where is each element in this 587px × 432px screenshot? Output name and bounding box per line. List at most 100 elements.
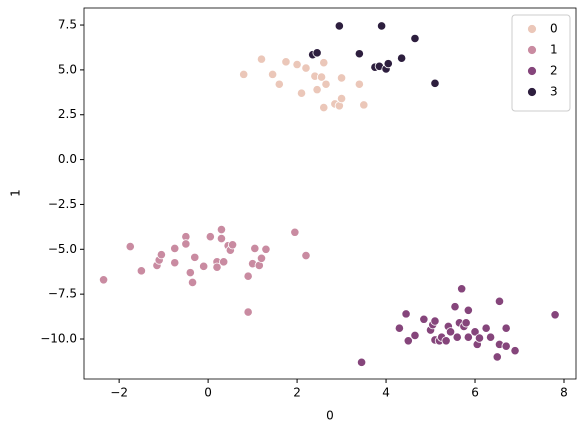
- point: [316, 72, 327, 82]
- point: [170, 243, 180, 253]
- point: [98, 275, 109, 285]
- x-tick-label: 0: [204, 386, 212, 400]
- legend-marker: [527, 66, 537, 76]
- point: [156, 250, 167, 260]
- point: [319, 58, 329, 68]
- point: [256, 54, 267, 64]
- point: [354, 79, 364, 89]
- point: [334, 21, 344, 31]
- x-tick-label: 6: [471, 386, 479, 400]
- x-tick-label: 8: [560, 386, 568, 400]
- point: [261, 244, 271, 254]
- point: [354, 49, 364, 59]
- point: [312, 48, 322, 58]
- y-tick-label: −5.0: [48, 242, 77, 256]
- point: [187, 277, 198, 288]
- point: [219, 257, 229, 267]
- point: [452, 332, 462, 342]
- point: [492, 352, 502, 362]
- point: [397, 53, 407, 63]
- point: [463, 332, 473, 342]
- y-tick-label: 2.5: [58, 107, 77, 121]
- point: [410, 330, 420, 341]
- point: [485, 332, 496, 342]
- point: [136, 266, 146, 276]
- point: [383, 59, 393, 69]
- point: [199, 261, 209, 271]
- point: [550, 310, 560, 320]
- point: [125, 242, 135, 252]
- point: [336, 73, 347, 83]
- point: [403, 336, 413, 346]
- point: [319, 102, 329, 113]
- point: [501, 341, 511, 351]
- legend-label: 3: [550, 85, 558, 99]
- point: [296, 88, 307, 98]
- point: [430, 78, 440, 88]
- point: [410, 33, 420, 44]
- point: [470, 327, 480, 337]
- point: [461, 318, 471, 328]
- y-tick-label: −10.0: [40, 331, 77, 345]
- point: [312, 85, 322, 95]
- legend-box: [511, 14, 571, 112]
- x-tick-label: 2: [293, 386, 301, 400]
- point: [239, 69, 249, 79]
- point: [501, 323, 511, 333]
- point: [457, 284, 467, 294]
- point: [474, 333, 485, 343]
- x-tick-label: 4: [382, 386, 390, 400]
- x-axis-label: 0: [326, 409, 334, 423]
- point: [321, 79, 331, 89]
- point: [281, 57, 291, 67]
- point: [290, 227, 300, 237]
- legend-label: 0: [550, 22, 558, 36]
- point: [250, 243, 260, 253]
- point: [419, 314, 429, 324]
- legend-marker: [527, 24, 537, 34]
- point: [292, 59, 302, 70]
- point: [481, 323, 491, 333]
- point: [268, 69, 278, 79]
- legend-label: 2: [550, 64, 558, 78]
- point: [445, 327, 456, 337]
- point: [243, 271, 253, 281]
- point: [185, 268, 195, 278]
- plot-frame: [83, 7, 577, 380]
- point: [450, 302, 460, 312]
- point: [301, 63, 311, 73]
- point: [256, 253, 267, 263]
- point: [356, 357, 367, 367]
- y-tick-label: 0.0: [58, 152, 77, 166]
- y-axis-label: 1: [9, 189, 23, 197]
- point: [494, 296, 505, 306]
- point: [359, 100, 369, 110]
- legend-marker: [527, 45, 537, 55]
- point: [401, 309, 411, 319]
- point: [510, 346, 520, 356]
- point: [463, 305, 473, 315]
- point: [441, 336, 451, 346]
- y-tick-label: 7.5: [58, 18, 77, 32]
- point: [216, 233, 227, 244]
- point: [377, 21, 387, 31]
- point: [243, 307, 253, 317]
- point: [181, 239, 191, 249]
- point: [301, 250, 311, 261]
- point: [430, 316, 440, 326]
- point: [394, 323, 404, 333]
- point: [205, 232, 215, 242]
- point: [170, 258, 180, 268]
- point: [212, 262, 222, 272]
- point: [216, 224, 227, 235]
- point: [336, 93, 347, 104]
- x-tick-label: −2: [110, 386, 128, 400]
- y-tick-label: 5.0: [58, 62, 77, 76]
- y-tick-label: −2.5: [48, 197, 77, 211]
- point: [274, 79, 284, 89]
- legend-marker: [527, 87, 537, 97]
- y-tick-label: −7.5: [48, 287, 77, 301]
- legend-label: 1: [550, 43, 558, 57]
- point: [190, 252, 200, 262]
